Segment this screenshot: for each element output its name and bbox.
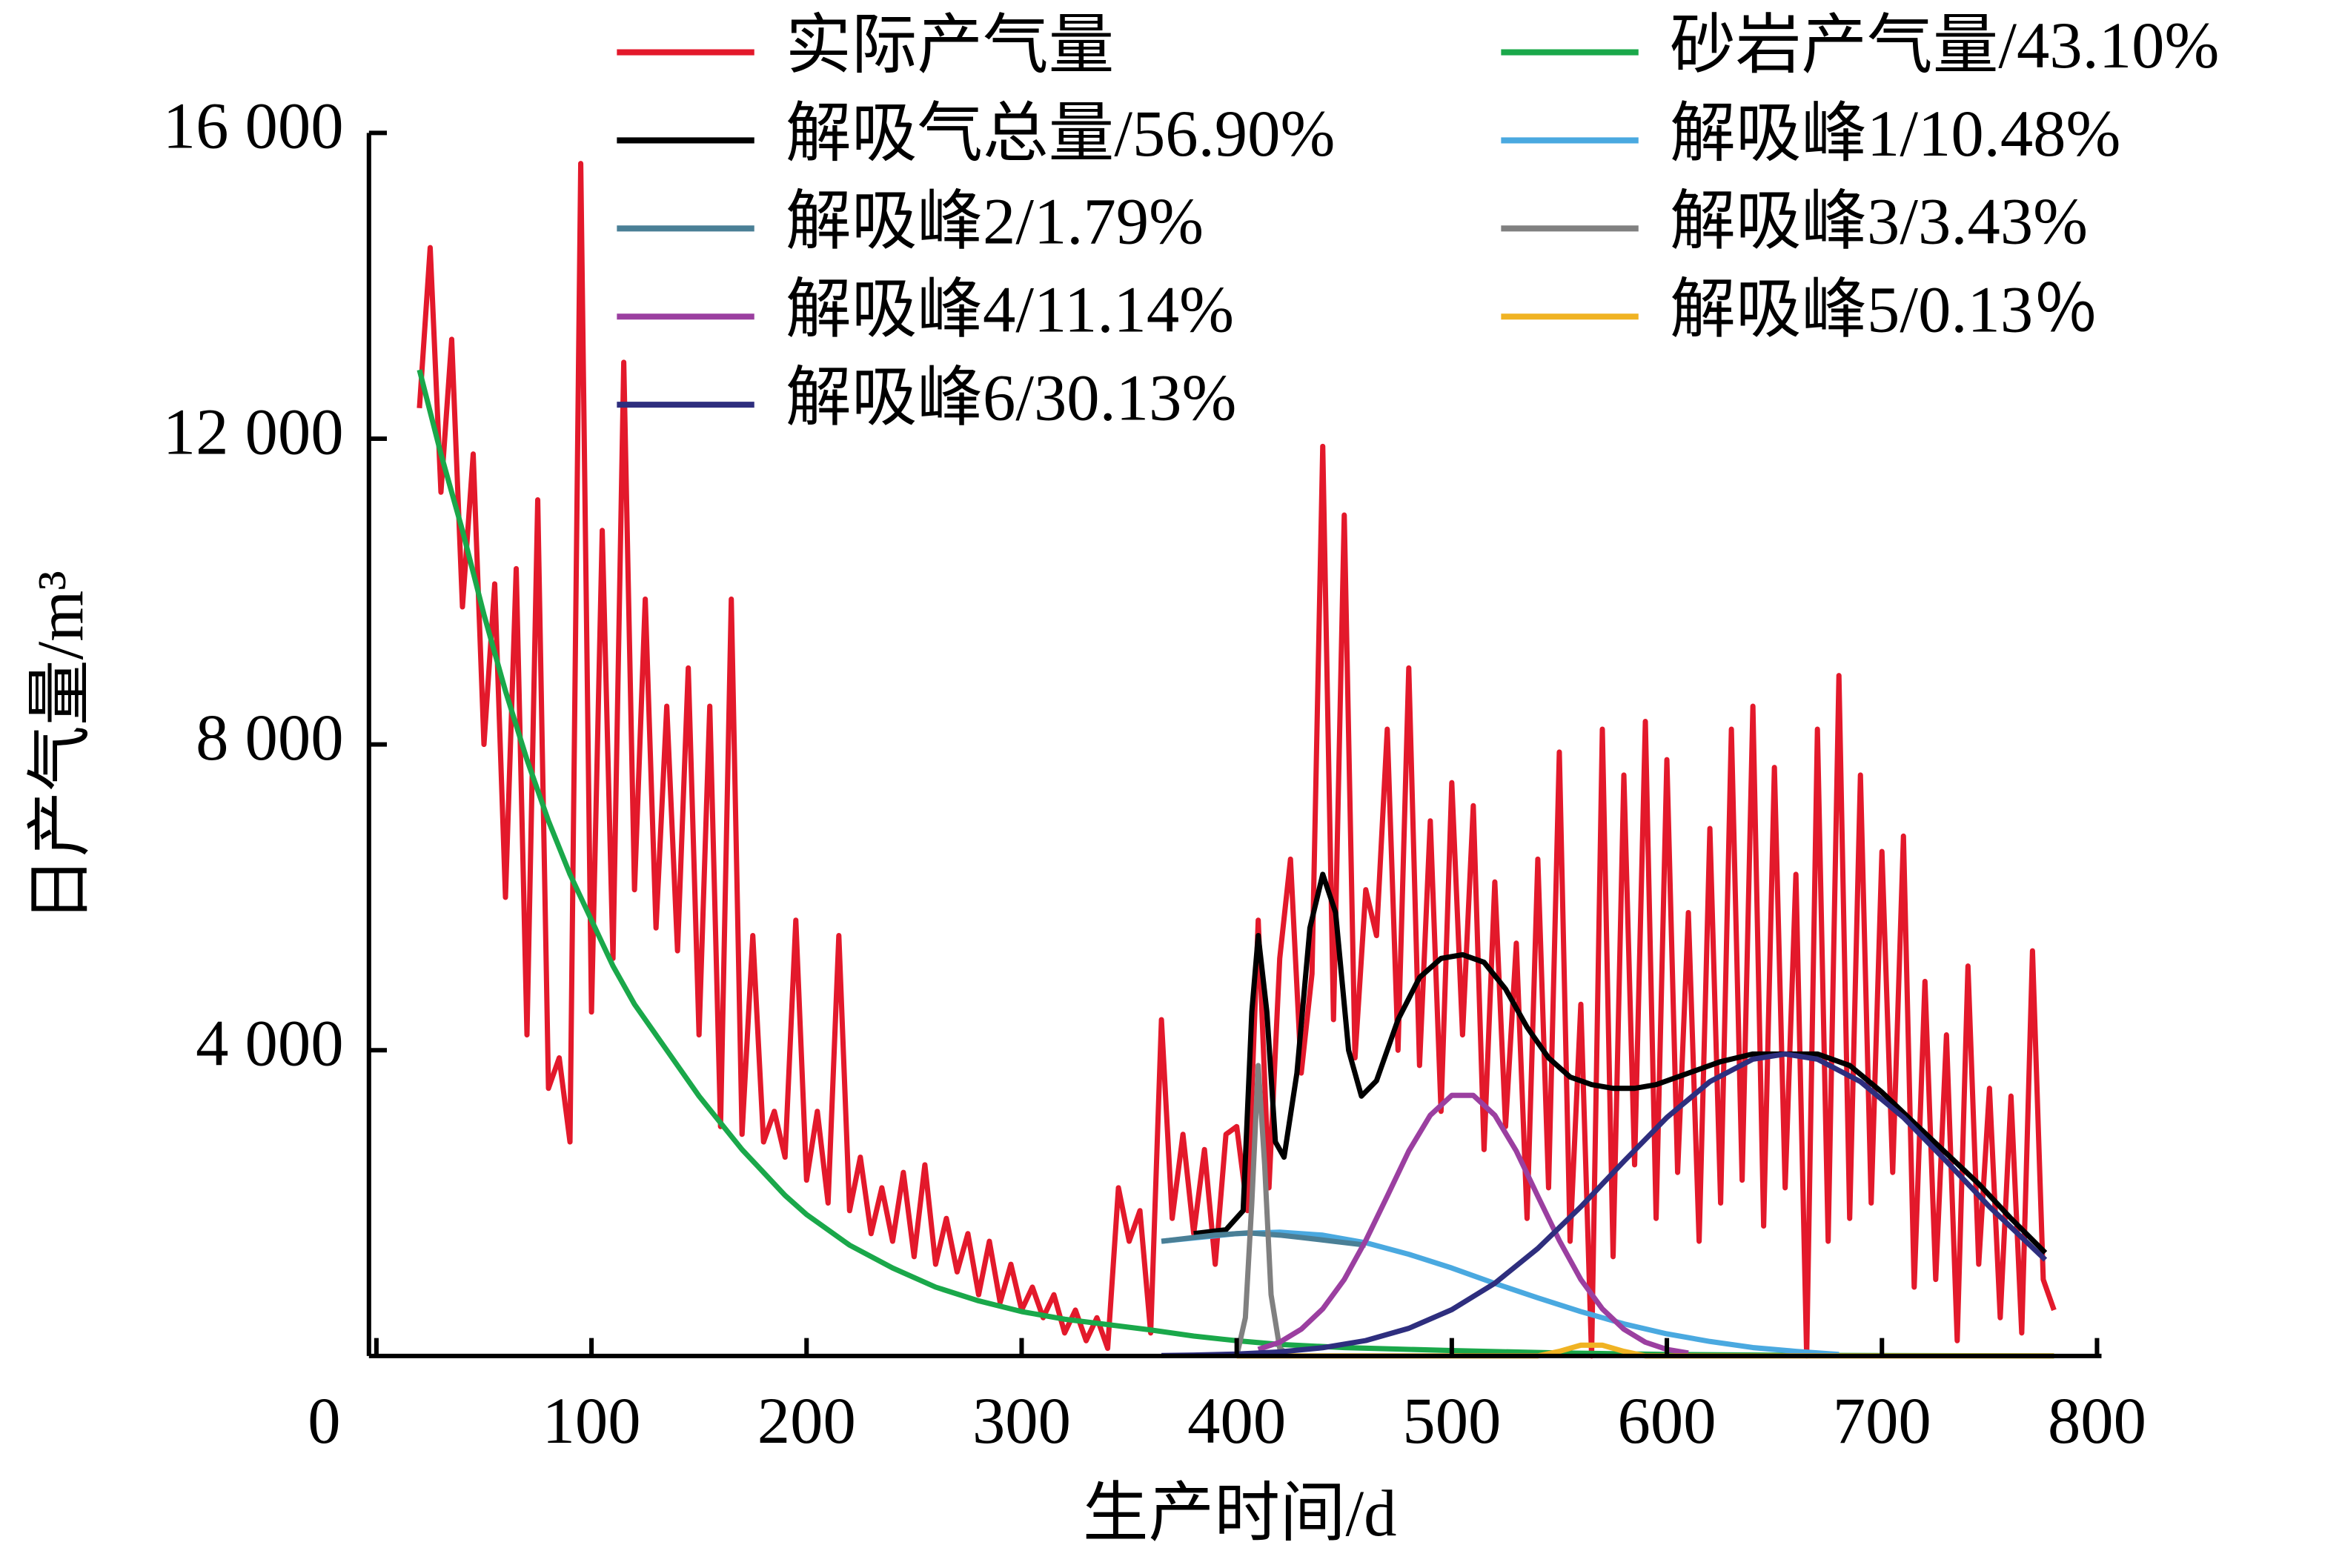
series-line: [1161, 1051, 2048, 1358]
series-line: [1234, 1063, 1293, 1358]
x-tick-label: 800: [2048, 1385, 2146, 1458]
legend-label: 解吸峰2/1.79%: [786, 186, 1204, 259]
series-line: [417, 161, 2057, 1359]
series-line: [1161, 1230, 1367, 1248]
series-line: [1193, 871, 2048, 1255]
legend-label: 实际产气量: [786, 10, 1114, 82]
legend-label: 解吸峰5/0.13％: [1670, 274, 2099, 347]
x-tick-label: 600: [1618, 1385, 1716, 1458]
x-tick-label: 400: [1187, 1385, 1286, 1458]
x-tick-label: 0: [308, 1385, 340, 1458]
legend-label: 解吸峰6/30.13%: [786, 362, 1236, 434]
legend-label: 解吸峰3/3.43%: [1670, 186, 2088, 259]
x-tick-label: 100: [543, 1385, 641, 1458]
series-line: [1161, 1229, 1840, 1358]
y-tick-label: 8 000: [196, 702, 343, 774]
x-tick-label: 500: [1402, 1385, 1501, 1458]
legend-label: 砂岩产气量/43.10%: [1670, 10, 2219, 82]
legend-label: 解吸峰1/10.48%: [1670, 98, 2120, 170]
y-tick-label: 12 000: [163, 396, 344, 468]
x-tick-label: 300: [972, 1385, 1071, 1458]
y-tick-label: 16 000: [163, 90, 344, 163]
legend-label: 解吸气总量/56.90%: [786, 98, 1335, 170]
x-axis-label: 生产时间/d: [1083, 1478, 1397, 1550]
y-tick-label: 4 000: [196, 1008, 343, 1080]
legend-label: 解吸峰4/11.14%: [786, 274, 1234, 347]
x-tick-label: 200: [757, 1385, 856, 1458]
x-tick-label: 700: [1833, 1385, 1931, 1458]
series-line: [1257, 1092, 1689, 1356]
series-line: [417, 369, 2054, 1359]
y-axis-label: 日产气量/m³: [24, 571, 97, 923]
